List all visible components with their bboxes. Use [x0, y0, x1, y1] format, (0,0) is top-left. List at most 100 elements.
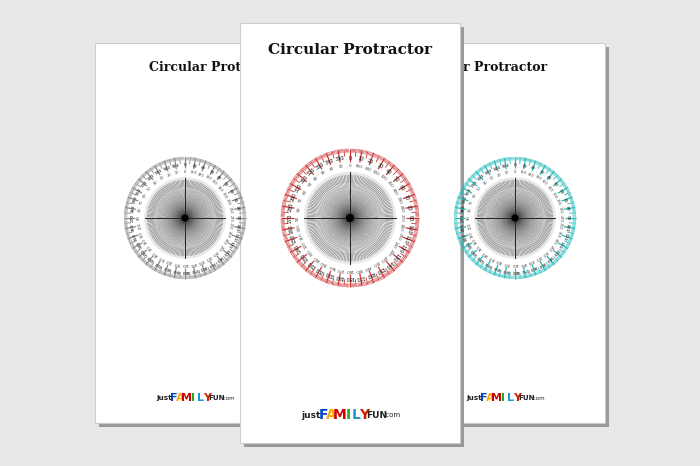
Text: FUN: FUN — [209, 395, 225, 401]
Text: 190: 190 — [501, 267, 510, 273]
Text: 150: 150 — [158, 254, 166, 261]
Text: L: L — [507, 393, 514, 403]
Text: 270: 270 — [559, 214, 563, 221]
Text: Circular Prot: Circular Prot — [149, 61, 241, 74]
Text: 150: 150 — [320, 260, 328, 267]
Text: 280: 280 — [288, 203, 295, 212]
Circle shape — [155, 187, 216, 248]
Text: Y: Y — [359, 408, 370, 422]
Text: 50: 50 — [477, 185, 483, 192]
Text: 170: 170 — [519, 267, 528, 273]
Text: 100: 100 — [564, 223, 570, 232]
Text: 250: 250 — [290, 233, 298, 244]
Text: 190: 190 — [172, 267, 181, 273]
Text: 80: 80 — [468, 207, 472, 212]
Bar — [409, 47, 609, 427]
Text: 30: 30 — [159, 175, 165, 181]
Text: 270: 270 — [130, 214, 134, 222]
Text: 10: 10 — [191, 164, 197, 169]
Text: 280: 280 — [398, 205, 404, 213]
Text: FUN: FUN — [519, 395, 535, 401]
Text: 220: 220 — [307, 259, 317, 269]
Text: 120: 120 — [557, 240, 564, 249]
Text: 130: 130 — [551, 247, 559, 256]
Text: 30: 30 — [208, 169, 215, 175]
Text: 350: 350 — [189, 170, 197, 175]
Text: just: just — [156, 395, 172, 401]
Text: 240: 240 — [136, 240, 143, 249]
Text: 90: 90 — [407, 215, 412, 221]
Text: I: I — [501, 393, 505, 403]
Text: 80: 80 — [406, 204, 412, 211]
Text: 100: 100 — [405, 223, 412, 233]
Text: 120: 120 — [142, 237, 148, 245]
Text: 220: 220 — [211, 249, 218, 257]
Text: 10: 10 — [521, 164, 527, 169]
Text: 350: 350 — [501, 164, 510, 169]
Text: 180: 180 — [346, 268, 354, 272]
Text: 240: 240 — [294, 243, 302, 253]
Text: 40: 40 — [314, 175, 320, 181]
Bar — [405, 43, 605, 423]
Text: 330: 330 — [372, 169, 380, 177]
Text: 330: 330 — [315, 162, 326, 171]
Text: 230: 230 — [470, 247, 479, 256]
Text: 40: 40 — [482, 180, 489, 186]
Text: .com: .com — [383, 412, 400, 418]
Text: 290: 290 — [395, 196, 402, 205]
Text: 80: 80 — [234, 206, 239, 212]
Text: 90: 90 — [467, 216, 471, 220]
Text: 60: 60 — [473, 192, 478, 198]
Text: 290: 290 — [555, 199, 561, 206]
Bar — [244, 27, 464, 447]
Text: 270: 270 — [288, 213, 293, 223]
Text: 60: 60 — [558, 188, 564, 195]
Text: 210: 210 — [534, 254, 542, 261]
Text: 10: 10 — [505, 171, 510, 175]
Text: 50: 50 — [392, 176, 400, 184]
Text: 210: 210 — [315, 265, 326, 274]
Text: 340: 340 — [492, 165, 501, 172]
Text: 60: 60 — [398, 184, 405, 192]
Text: 260: 260 — [228, 222, 232, 230]
Text: 30: 30 — [538, 169, 545, 175]
Text: 90: 90 — [137, 216, 141, 220]
Text: 320: 320 — [477, 173, 486, 182]
Text: 0: 0 — [349, 164, 351, 168]
Text: 280: 280 — [130, 205, 136, 213]
Text: 330: 330 — [204, 175, 212, 182]
Circle shape — [182, 215, 188, 221]
Text: M: M — [491, 393, 503, 403]
Text: 20: 20 — [199, 165, 206, 171]
Text: 310: 310 — [216, 185, 224, 192]
Text: 340: 340 — [324, 158, 335, 166]
Text: 200: 200 — [162, 264, 172, 271]
Text: 210: 210 — [154, 260, 163, 267]
Text: 250: 250 — [132, 232, 139, 240]
Text: Y: Y — [202, 393, 211, 403]
Text: 0: 0 — [183, 163, 186, 167]
Text: 210: 210 — [372, 260, 380, 267]
Text: 180: 180 — [512, 262, 519, 266]
Text: 200: 200 — [197, 258, 204, 264]
Text: .com: .com — [531, 396, 545, 400]
Text: 240: 240 — [221, 237, 228, 245]
Text: 250: 250 — [225, 230, 231, 238]
Text: F: F — [170, 393, 178, 403]
Text: 170: 170 — [337, 267, 345, 272]
Text: 70: 70 — [232, 197, 237, 203]
Text: 300: 300 — [551, 191, 558, 199]
Text: 200: 200 — [492, 264, 501, 271]
Text: 230: 230 — [300, 251, 309, 261]
Circle shape — [475, 178, 555, 258]
Text: 40: 40 — [384, 168, 393, 176]
Circle shape — [304, 172, 395, 263]
Text: A: A — [486, 393, 495, 403]
Text: 290: 290 — [225, 199, 231, 206]
Text: 170: 170 — [174, 260, 181, 266]
Text: 120: 120 — [472, 237, 479, 245]
Text: 180: 180 — [511, 269, 519, 273]
Text: 10: 10 — [357, 156, 364, 162]
Text: just: just — [466, 395, 482, 401]
Text: 70: 70 — [402, 194, 409, 201]
